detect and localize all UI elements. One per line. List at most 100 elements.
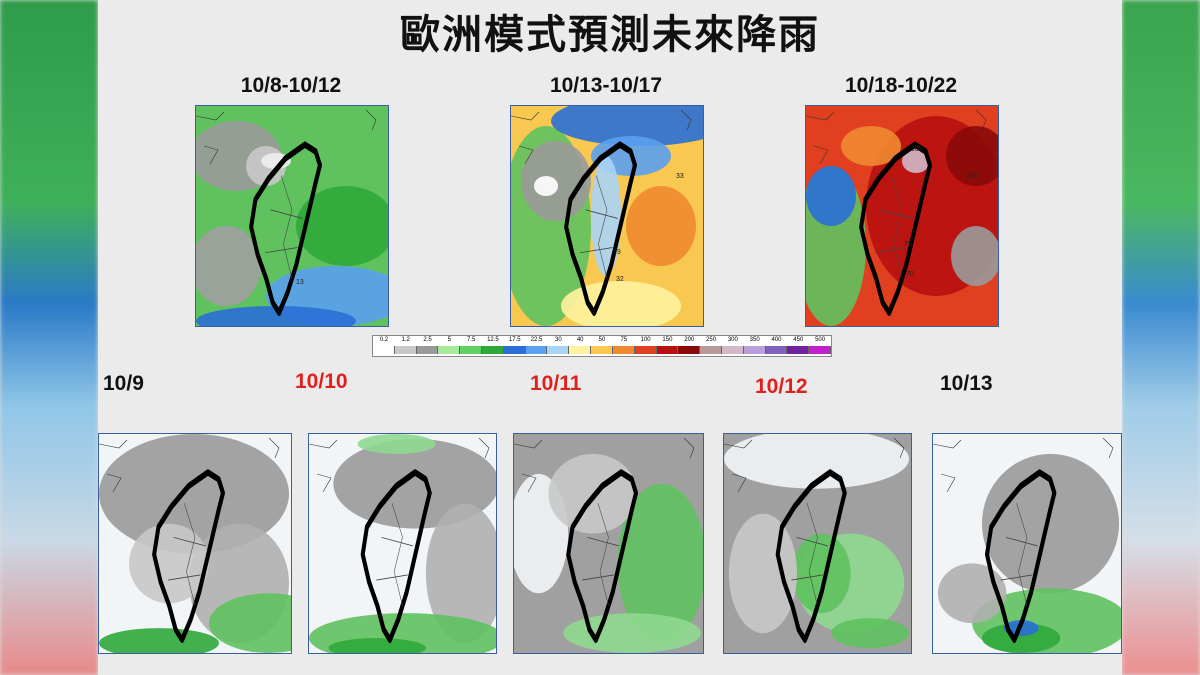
colorbar-cell xyxy=(787,346,810,354)
period-label: 10/8-10/12 xyxy=(240,74,342,97)
title: 歐洲模式預測未來降雨 xyxy=(400,13,820,57)
county-lines xyxy=(875,175,913,279)
rain-area xyxy=(728,513,798,634)
map xyxy=(513,433,704,654)
coastline xyxy=(99,437,280,493)
coastline xyxy=(724,437,905,493)
colorbar-label: 500 xyxy=(815,337,826,343)
rain-area xyxy=(806,166,856,226)
rain-area xyxy=(561,281,681,326)
background-blur xyxy=(1122,0,1200,675)
coastline xyxy=(806,109,987,165)
day-label: 10/10 xyxy=(295,370,348,393)
coastline xyxy=(514,437,695,493)
coastline xyxy=(309,437,490,493)
rain-area xyxy=(99,434,289,554)
colorbar-label: 22.5 xyxy=(530,337,543,343)
colorbar-cell xyxy=(591,346,613,354)
colorbar-cell xyxy=(809,346,831,354)
colorbar-label: 250 xyxy=(706,337,717,343)
colorbar-cell xyxy=(373,346,395,354)
colorbar-label: 200 xyxy=(684,337,695,343)
rain-area xyxy=(551,106,703,146)
day-label: 10/9 xyxy=(103,372,144,395)
rain-area xyxy=(357,434,436,454)
taiwan xyxy=(568,472,636,639)
rain-area xyxy=(296,186,388,266)
colorbar-cell xyxy=(416,346,439,354)
rain-value: 32 xyxy=(616,276,624,283)
taiwan xyxy=(861,145,930,313)
colorbar-label: 30 xyxy=(555,337,562,343)
colorbar-cell xyxy=(634,346,657,354)
colorbar-cell xyxy=(656,346,679,354)
taiwan xyxy=(363,472,430,639)
colorbar-label: 12.5 xyxy=(487,337,499,343)
rain-area xyxy=(209,593,291,653)
map: 33 29 32 xyxy=(510,105,704,327)
colorbar-label: 150 xyxy=(662,337,673,343)
map xyxy=(308,433,497,654)
colorbar-label: 450 xyxy=(793,337,804,343)
colorbar-cell xyxy=(678,346,701,354)
colorbar-cell xyxy=(743,346,766,354)
colorbar-label: 75 xyxy=(620,337,628,343)
day-label: 10/13 xyxy=(940,372,993,395)
rain-value: 33 xyxy=(676,173,684,180)
rain-area xyxy=(946,126,998,186)
colorbar-label: 2.5 xyxy=(423,337,432,343)
period-label: 10/18-10/22 xyxy=(844,74,958,97)
rain-area xyxy=(981,453,1120,594)
colorbar-cell xyxy=(612,346,635,354)
rain-area xyxy=(792,533,851,614)
map: 105 118 75 70 xyxy=(805,105,999,327)
county-lines xyxy=(580,175,618,279)
rain-area xyxy=(626,186,696,266)
rain-value: 29 xyxy=(613,249,621,256)
map xyxy=(98,433,292,654)
rain-area xyxy=(99,628,219,653)
rain-area xyxy=(563,613,702,653)
rain-area xyxy=(196,306,356,326)
colorbar-label: 5 xyxy=(447,337,451,343)
colorbar-cell xyxy=(700,346,722,354)
rain-area xyxy=(724,434,910,489)
colorbar-cell xyxy=(547,346,570,354)
rain-area xyxy=(196,226,261,306)
rain-value: 118 xyxy=(966,173,977,180)
county-lines xyxy=(582,503,620,606)
colorbar-label: 40 xyxy=(576,337,584,343)
rain-area xyxy=(328,638,426,653)
taiwan xyxy=(987,472,1054,639)
taiwan xyxy=(251,145,320,313)
rain-area xyxy=(831,618,910,649)
colorbar: 0.2 1.2 2.5 5 7.5 12.5 17.5 22.5 30 40 50 75 100 150 2… xyxy=(372,335,832,357)
colorbar-label: 100 xyxy=(640,337,651,343)
county-lines xyxy=(265,175,303,279)
coastline xyxy=(511,109,692,165)
colorbar-label: 1.2 xyxy=(401,337,410,343)
colorbar-cell xyxy=(438,346,461,354)
colorbar-label: 350 xyxy=(749,337,760,343)
rain-area xyxy=(902,149,930,173)
map xyxy=(723,433,912,654)
rain-area xyxy=(981,623,1061,653)
county-lines xyxy=(376,503,414,606)
rain-area xyxy=(129,523,209,604)
coastline xyxy=(196,109,377,165)
map: 13 xyxy=(195,105,389,327)
colorbar-label: 7.5 xyxy=(466,337,476,343)
colorbar-label: 400 xyxy=(771,337,782,343)
day-label: 10/11 xyxy=(530,372,582,395)
coastline xyxy=(933,437,1114,493)
taiwan xyxy=(566,145,635,313)
rain-value: 105 xyxy=(911,146,923,153)
taiwan xyxy=(778,472,845,639)
rain-area xyxy=(841,126,901,166)
colorbar-label: 50 xyxy=(598,337,606,343)
county-lines xyxy=(791,503,829,606)
colorbar-cell xyxy=(482,346,504,354)
rain-value: 13 xyxy=(296,279,304,286)
county-lines xyxy=(168,503,206,606)
